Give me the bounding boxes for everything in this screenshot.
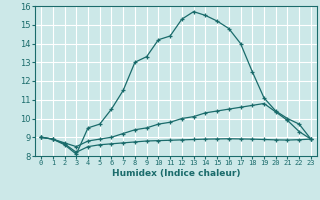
X-axis label: Humidex (Indice chaleur): Humidex (Indice chaleur) [112, 169, 240, 178]
